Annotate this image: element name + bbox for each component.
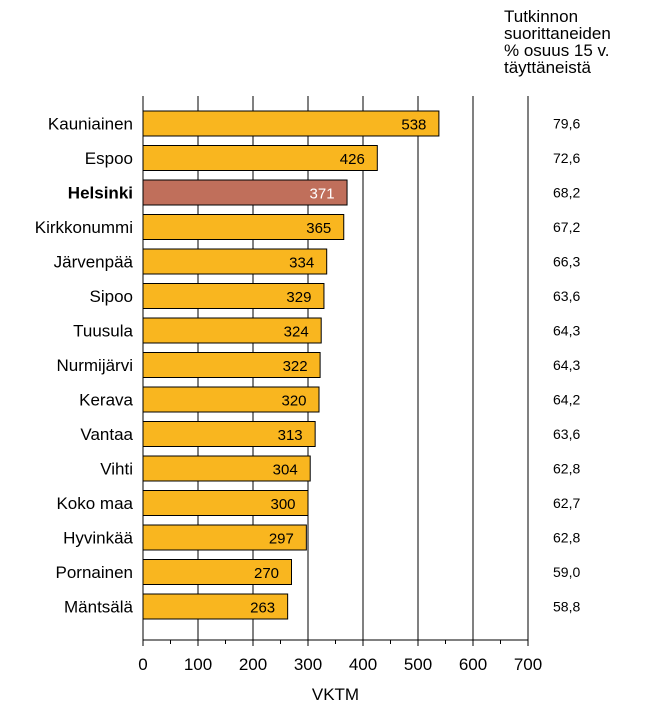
category-label-Espoo: Espoo [85,149,133,168]
category-label-Hyvinkää: Hyvinkää [63,529,133,548]
category-label-Vihti: Vihti [100,460,133,479]
x-tick-label-0: 0 [138,655,147,674]
category-label-Sipoo: Sipoo [90,287,133,306]
category-label-Helsinki: Helsinki [68,184,133,203]
bar-value-label: 426 [340,151,365,168]
category-label-Koko maa: Koko maa [56,494,133,513]
bar-value-label: 538 [401,117,426,134]
side-value: 64,3 [553,323,580,339]
bar-value-label: 304 [273,462,298,479]
bar-Hyvinkää [142,524,307,551]
x-tick-label-300: 300 [294,655,322,674]
category-label-Vantaa: Vantaa [80,425,133,444]
bar-value-label: 365 [306,220,331,237]
x-tick-label-400: 400 [349,655,377,674]
side-value: 63,6 [553,288,580,304]
category-label-Tuusula: Tuusula [73,322,133,341]
bar-Kirkkonummi [142,214,345,240]
bar-Tuusula [142,317,322,344]
bar-value-label: 334 [289,255,314,272]
side-value: 72,6 [553,150,580,166]
category-label-Järvenpää: Järvenpää [54,253,134,272]
bar-Koko maa [142,490,309,516]
bar-value-label: 371 [310,186,335,203]
category-label-Kauniainen: Kauniainen [48,115,133,134]
side-value: 64,3 [553,357,580,373]
side-value: 58,8 [553,599,580,615]
x-tick-label-600: 600 [459,655,487,674]
x-tick-label-200: 200 [239,655,267,674]
bar-value-label: 297 [269,531,294,548]
bar-value-label: 300 [270,496,295,513]
bar-value-label: 324 [284,324,309,341]
side-value: 59,0 [553,564,580,580]
side-value: 62,7 [553,495,580,511]
bar-Kauniainen [142,110,440,137]
side-value: 62,8 [553,530,580,546]
bar-Espoo [142,145,378,171]
side-values: 79,6 72,6 68,2 67,2 66,3 63,6 64,3 64,3 64,2 63,6… [553,116,580,615]
category-label-Kerava: Kerava [79,391,133,410]
bar-value-label: 313 [278,427,303,444]
bar-Pornainen [142,559,292,585]
bars: 538 426 371 365 334 329 324 322 320 313 304 300 297 2… [142,110,440,620]
side-value: 67,2 [553,219,580,235]
category-label-Kirkkonummi: Kirkkonummi [35,218,133,237]
category-label-Pornainen: Pornainen [55,563,133,582]
bar-Nurmijärvi [142,352,321,378]
x-axis-title: VKTM [312,685,359,704]
bar-value-label: 320 [281,393,306,410]
side-value: 64,2 [553,392,580,408]
bar-value-label: 329 [286,289,311,306]
bar-value-label: 270 [254,565,279,582]
category-labels: Kauniainen Espoo Helsinki Kirkkonummi Järven… [35,115,134,617]
bar-Sipoo [142,283,325,309]
bar-Kerava [142,386,320,413]
x-tick-label-500: 500 [404,655,432,674]
side-value: 79,6 [553,116,580,132]
x-axis: 0 100 200 300 400 500 600 700 VKTM [138,639,542,704]
bar-value-label: 322 [283,358,308,375]
x-tick-label-100: 100 [184,655,212,674]
side-value: 63,6 [553,426,580,442]
bar-Helsinki [142,179,348,206]
side-value: 68,2 [553,185,580,201]
bar-Vihti [142,455,311,482]
side-value: 66,3 [553,254,580,270]
category-label-Mäntsälä: Mäntsälä [64,598,134,617]
bar-value-label: 263 [250,600,275,617]
bar-Järvenpää [142,248,328,275]
category-label-Nurmijärvi: Nurmijärvi [57,356,134,375]
x-tick-label-700: 700 [514,655,542,674]
bar-Mäntsälä [142,593,289,620]
side-column-title: Tutkinnon suorittaneiden % osuus 15 v. t… [504,7,611,77]
side-value: 62,8 [553,461,580,477]
bar-Vantaa [142,421,316,447]
